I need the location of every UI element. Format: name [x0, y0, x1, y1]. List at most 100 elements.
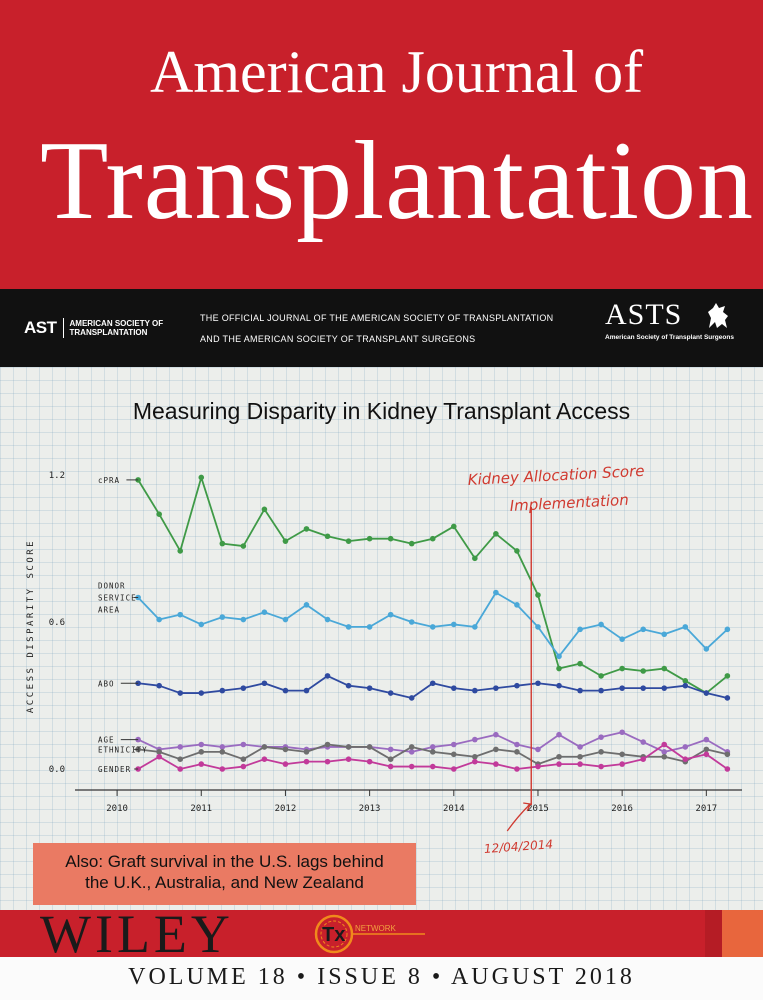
data-point: [324, 533, 331, 540]
data-point: [556, 761, 562, 767]
data-point: [219, 744, 226, 750]
data-point: [577, 761, 583, 767]
data-point: [156, 511, 162, 517]
data-point: [303, 687, 310, 694]
wiley-logo: WILEY: [40, 904, 234, 964]
footer-accent-orange: [722, 910, 763, 957]
data-point: [450, 621, 457, 628]
data-point: [619, 665, 625, 672]
data-point: [724, 695, 731, 701]
data-point: [240, 741, 247, 748]
annotation-date-label: 12/04/2014: [483, 837, 553, 856]
annotation-arrow-head: [523, 802, 532, 812]
y-tick-label: 1.2: [49, 471, 65, 481]
data-point: [366, 624, 373, 630]
data-point: [408, 763, 415, 770]
data-point: [303, 749, 310, 755]
chart-title: Measuring Disparity in Kidney Transplant…: [132, 398, 631, 424]
data-point: [156, 753, 162, 760]
data-point: [619, 729, 625, 736]
ast-name: AMERICAN SOCIETY OF TRANSPLANTATION: [70, 319, 164, 337]
y-tick-label: 0.6: [49, 618, 65, 628]
data-point: [240, 756, 247, 762]
data-point: [303, 758, 310, 765]
series-label: DONOR: [98, 582, 126, 591]
asts-name: American Society of Transplant Surgeons: [605, 334, 734, 341]
data-point: [261, 609, 268, 615]
data-point: [535, 746, 541, 753]
data-point: [535, 592, 541, 598]
x-tick-label: 2015: [527, 804, 549, 814]
data-point: [724, 626, 731, 633]
data-point: [324, 758, 331, 765]
data-point: [324, 673, 331, 679]
data-point: [177, 611, 184, 618]
footer-accent-dark: [705, 910, 722, 957]
series-line-abo: [138, 674, 728, 699]
data-point: [661, 749, 668, 755]
data-point: [198, 690, 205, 696]
data-point: [429, 680, 436, 687]
data-point: [493, 761, 499, 767]
data-point: [282, 687, 289, 694]
series-ethnicity: [135, 741, 731, 767]
data-point: [514, 548, 520, 554]
data-point: [408, 540, 415, 547]
data-point: [619, 685, 625, 691]
data-point: [240, 685, 247, 691]
x-tick-label: 2010: [106, 804, 128, 814]
data-point: [598, 621, 604, 628]
x-tick-label: 2016: [611, 804, 633, 814]
data-point: [219, 540, 226, 547]
series-label: SERVICE: [98, 594, 137, 603]
data-point: [514, 766, 520, 772]
data-point: [493, 589, 499, 596]
data-point: [619, 636, 625, 642]
tx-word: NETWORK: [355, 924, 397, 933]
data-point: [261, 680, 268, 687]
journal-title-line1: American Journal of: [150, 39, 644, 105]
x-tick-label: 2014: [443, 804, 465, 814]
data-point: [619, 761, 625, 767]
data-point: [535, 763, 541, 770]
x-tick-label: 2017: [695, 804, 717, 814]
data-point: [472, 753, 478, 760]
data-point: [577, 660, 583, 667]
data-point: [345, 756, 352, 762]
y-axis-label: ACCESS DISPARITY SCORE: [26, 539, 36, 713]
data-point: [156, 616, 162, 623]
data-point: [156, 749, 162, 755]
data-point: [366, 535, 373, 542]
data-point: [682, 678, 689, 684]
data-point: [450, 523, 457, 530]
data-point: [345, 682, 352, 689]
graph-paper-background: [0, 367, 763, 910]
data-point: [387, 746, 394, 753]
data-point: [619, 751, 625, 758]
data-point: [366, 744, 373, 750]
lion-crest-icon: [708, 303, 728, 328]
cover-note-line2: the U.K., Australia, and New Zealand: [85, 873, 364, 892]
data-point: [303, 602, 310, 608]
data-point: [219, 614, 226, 620]
tx-mark: Tx: [322, 924, 345, 946]
data-point: [282, 538, 289, 544]
data-point: [303, 526, 310, 532]
ast-logo: AST AMERICAN SOCIETY OF TRANSPLANTATION: [24, 318, 163, 338]
data-point: [703, 746, 710, 753]
data-point: [198, 761, 205, 767]
data-point: [556, 665, 562, 672]
data-point: [429, 763, 436, 770]
disparity-line-chart: ACCESS DISPARITY SCORE 1.2 0.6 0.0 2010 2011 2…: [26, 462, 742, 856]
asts-logo: ASTS American Society of Transplant Surg…: [605, 300, 734, 342]
official-line1: THE OFFICIAL JOURNAL OF THE AMERICAN SOC…: [200, 313, 554, 323]
data-point: [682, 682, 689, 689]
data-point: [345, 744, 352, 750]
series-gender: [135, 741, 731, 772]
data-point: [240, 763, 247, 770]
series-label: GENDER: [98, 765, 131, 774]
data-point: [387, 690, 394, 696]
ast-name-line2: TRANSPLANTATION: [69, 328, 148, 337]
official-journal-text: THE OFFICIAL JOURNAL OF THE AMERICAN SOC…: [200, 308, 553, 350]
data-point: [640, 739, 646, 745]
